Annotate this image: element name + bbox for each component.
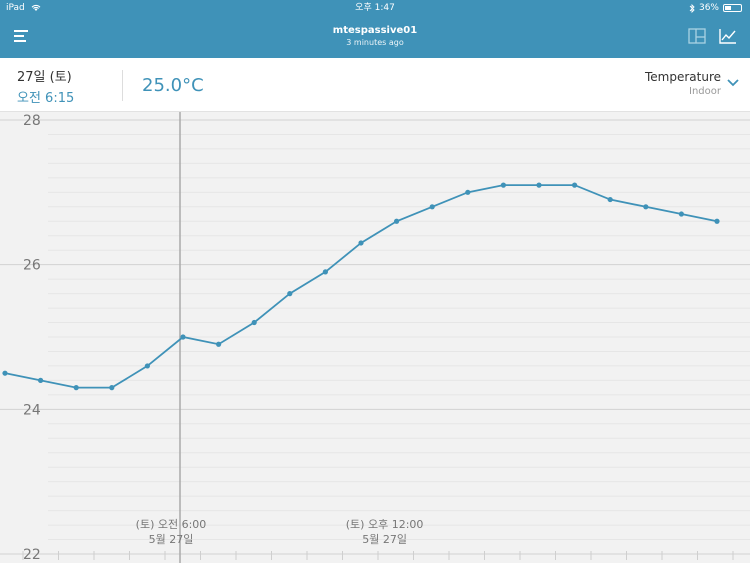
device-title: mtespassive01 <box>332 25 418 36</box>
top-bar: iPad 오후 1:47 36% mtespassive01 3 minutes… <box>0 0 750 58</box>
temperature-series-points <box>2 182 720 391</box>
status-right: 36% <box>689 3 742 13</box>
data-point[interactable] <box>287 291 293 297</box>
reading-time: 오전 6:15 <box>17 91 75 106</box>
y-tick-label: 22 <box>23 547 41 563</box>
layout-icon[interactable] <box>688 28 706 44</box>
menu-button[interactable] <box>14 30 28 42</box>
data-point[interactable] <box>180 334 186 340</box>
status-time: 오후 1:47 <box>355 3 395 13</box>
chart-grid <box>0 119 750 555</box>
reading-value: 25.0°C <box>142 75 204 96</box>
metric-selector-label[interactable]: Temperature <box>644 70 721 84</box>
x-tick-date: 5월 27일 <box>362 532 407 546</box>
menu-icon <box>14 30 28 32</box>
x-axis-ticks <box>22 551 734 560</box>
device-name: iPad <box>6 3 25 13</box>
data-point[interactable] <box>394 218 400 224</box>
data-point[interactable] <box>251 319 257 326</box>
data-point[interactable] <box>429 204 435 210</box>
data-point[interactable] <box>500 182 506 188</box>
header-divider <box>122 70 123 101</box>
device-label: iPad <box>6 3 41 13</box>
data-point[interactable] <box>73 385 79 391</box>
wifi-icon <box>31 4 41 11</box>
chevron-down-icon[interactable] <box>727 79 739 87</box>
data-point[interactable] <box>322 269 328 275</box>
data-point[interactable] <box>2 370 8 376</box>
data-point[interactable] <box>678 211 685 217</box>
x-tick-label: (토) 오전 6:00 <box>136 518 207 531</box>
data-point[interactable] <box>643 204 649 210</box>
x-tick-date: 5월 27일 <box>149 532 194 546</box>
bluetooth-icon <box>689 3 695 13</box>
data-point[interactable] <box>358 240 364 246</box>
data-point[interactable] <box>572 182 578 188</box>
reading-header: 27일 (토) 오전 6:15 25.0°C Temperature Indoo… <box>0 58 750 112</box>
data-point[interactable] <box>144 363 150 369</box>
metric-location: Indoor <box>689 86 721 97</box>
line-chart-icon[interactable] <box>719 28 737 44</box>
data-point[interactable] <box>38 377 44 383</box>
data-point[interactable] <box>109 385 115 391</box>
data-point[interactable] <box>465 189 471 195</box>
data-point[interactable] <box>216 341 222 347</box>
data-point[interactable] <box>714 218 720 224</box>
temperature-series-line <box>4 184 718 389</box>
x-tick-label: (토) 오후 12:00 <box>346 518 424 531</box>
y-tick-label: 26 <box>23 258 41 274</box>
y-tick-label: 24 <box>23 402 41 418</box>
battery-percent: 36% <box>698 3 719 13</box>
y-tick-label: 28 <box>23 113 41 129</box>
last-updated: 3 minutes ago <box>346 38 404 47</box>
data-point[interactable] <box>536 182 542 188</box>
y-axis-labels: 22 24 26 28 <box>23 113 41 563</box>
battery-icon <box>723 4 742 12</box>
data-point[interactable] <box>607 196 613 203</box>
reading-date: 27일 (토) <box>17 70 72 85</box>
